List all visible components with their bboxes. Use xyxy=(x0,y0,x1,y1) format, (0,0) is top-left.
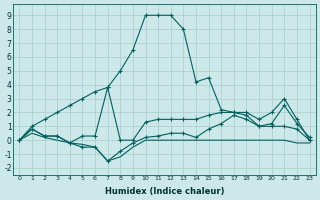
X-axis label: Humidex (Indice chaleur): Humidex (Indice chaleur) xyxy=(105,187,224,196)
